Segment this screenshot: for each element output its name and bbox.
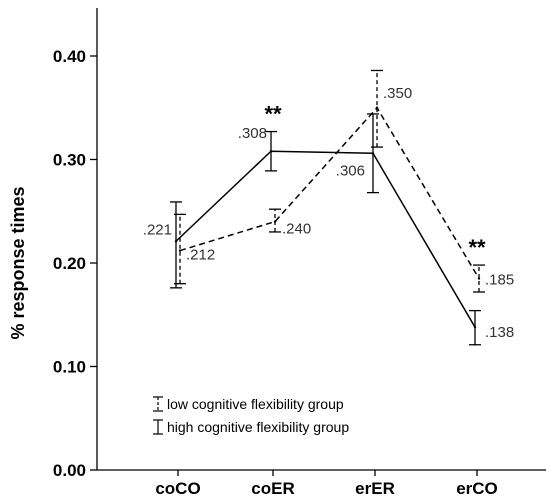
data-labels-layer: .212 .240 .350 .185 .221 .308 .306 .138 ** ** [143,85,514,341]
x-tick-label: coCO [155,479,200,498]
legend: low cognitive flexibility group high cogn… [153,396,349,435]
series-line-high-group [175,150,476,328]
error-bar-high-group [265,130,277,172]
error-bar-high-group [170,201,182,289]
data-point-high-group [473,325,477,329]
data-point-high-group [371,152,375,155]
data-point-low-group [375,106,379,109]
y-tick-label: 0.20 [53,254,86,273]
y-tick-label: 0.00 [53,461,86,480]
data-point-low-group [178,249,182,252]
legend-label: high cognitive flexibility group [167,419,349,435]
series-line-low-group [179,106,480,279]
error-bar-high-group [367,113,379,194]
x-tick-label: coER [251,479,294,498]
x-tick-label: erCO [456,479,498,498]
data-label: .308 [238,125,267,142]
data-label: .212 [186,247,215,264]
significance-marker: ** [468,235,486,260]
data-point-high-group [174,240,178,243]
legend-item: high cognitive flexibility group [153,419,349,435]
data-label: .350 [383,85,412,102]
data-label: .185 [485,272,514,289]
error-bar-high-group [469,309,481,346]
data-label: .138 [485,324,514,341]
legend-item: low cognitive flexibility group [153,396,344,412]
legend-label: low cognitive flexibility group [167,396,344,412]
y-axis-title: % response times [8,186,28,339]
error-bar-low-group [473,264,485,293]
y-tick-label: 0.10 [53,358,86,377]
y-tick-label: 0.40 [53,47,86,66]
data-point-high-group [269,150,273,153]
y-tick-label: 0.30 [53,151,86,170]
data-label: .306 [336,162,365,179]
data-label: .240 [282,221,311,238]
series-layer [170,69,485,346]
error-bar-low-group [269,208,281,233]
data-point-low-group [273,220,277,223]
data-point-low-group [477,277,481,280]
significance-marker: ** [264,102,282,127]
data-label: .221 [143,221,172,238]
axes: 0.00 0.10 0.20 0.30 0.40 coCO coER erER erCO [53,8,546,498]
x-tick-label: erER [355,479,395,498]
